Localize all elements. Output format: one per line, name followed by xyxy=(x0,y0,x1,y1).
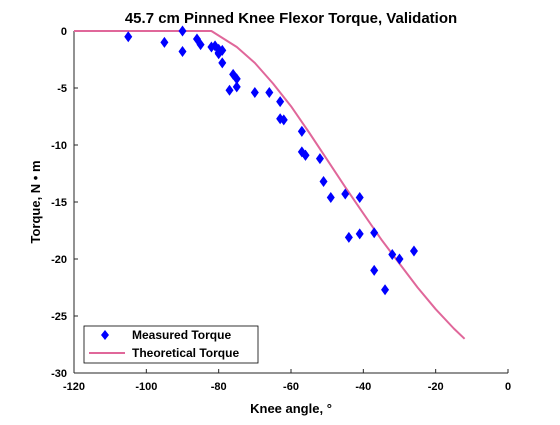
legend-label-theoretical: Theoretical Torque xyxy=(132,346,239,360)
x-tick-label: -60 xyxy=(283,381,299,393)
measured-torque-point xyxy=(388,248,397,260)
chart-title: 45.7 cm Pinned Knee Flexor Torque, Valid… xyxy=(125,10,457,27)
measured-torque-point xyxy=(319,175,328,187)
measured-torque-point xyxy=(355,228,364,240)
y-tick-label: -30 xyxy=(51,368,67,380)
measured-torque-point xyxy=(232,81,241,93)
measured-torque-point xyxy=(370,264,379,276)
measured-torque-point xyxy=(355,191,364,203)
legend-label-measured: Measured Torque xyxy=(132,328,231,342)
x-axis-label: Knee angle, ° xyxy=(250,401,332,416)
measured-torque-point xyxy=(381,284,390,296)
x-tick-label: -120 xyxy=(63,381,85,393)
measured-torque-point xyxy=(160,36,169,48)
legend: Measured Torque Theoretical Torque xyxy=(83,325,259,364)
measured-torque-point xyxy=(276,96,285,108)
legend-box xyxy=(83,325,259,364)
measured-torque-point xyxy=(279,114,288,126)
measured-torque-point xyxy=(218,57,227,69)
y-tick-label: -5 xyxy=(57,83,67,95)
measured-torque-point xyxy=(395,253,404,265)
measured-torque-point xyxy=(265,87,274,99)
measured-torque-point xyxy=(315,153,324,165)
measured-torque-point xyxy=(214,47,223,59)
y-tick-label: 0 xyxy=(61,26,67,38)
measured-torque-point xyxy=(250,87,259,99)
axes-layer: -120 -100 -80 -60 -40 -20 0 -30 -25 -20 -15 -10 -5 0 xyxy=(51,26,511,393)
measured-torque-point xyxy=(297,125,306,137)
measured-torque-point xyxy=(301,149,310,161)
measured-torque-point xyxy=(344,231,353,243)
measured-torque-point xyxy=(225,84,234,96)
legend-marker-measured xyxy=(101,330,109,340)
x-tick-label: -40 xyxy=(355,381,371,393)
x-tick-label: 0 xyxy=(505,381,511,393)
x-tick-label: -100 xyxy=(135,381,157,393)
measured-torque-point xyxy=(409,245,418,257)
y-tick-label: -25 xyxy=(51,311,67,323)
y-tick-label: -15 xyxy=(51,197,67,209)
measured-torque-point xyxy=(178,46,187,58)
theoretical-torque-layer xyxy=(74,30,466,340)
measured-torque-point xyxy=(178,25,187,37)
y-axis-label: Torque, N • m xyxy=(28,160,43,243)
measured-torque-point xyxy=(196,39,205,51)
measured-torque-point xyxy=(341,188,350,200)
measured-torque-point xyxy=(326,191,335,203)
measured-torque-point xyxy=(124,31,133,43)
theoretical-torque-line xyxy=(74,30,466,340)
y-tick-label: -20 xyxy=(51,254,67,266)
measured-torque-layer xyxy=(124,25,418,296)
x-tick-label: -20 xyxy=(428,381,444,393)
x-tick-label: -80 xyxy=(211,381,227,393)
y-tick-label: -10 xyxy=(51,140,67,152)
measured-torque-point xyxy=(370,227,379,239)
measured-torque-point xyxy=(232,73,241,85)
